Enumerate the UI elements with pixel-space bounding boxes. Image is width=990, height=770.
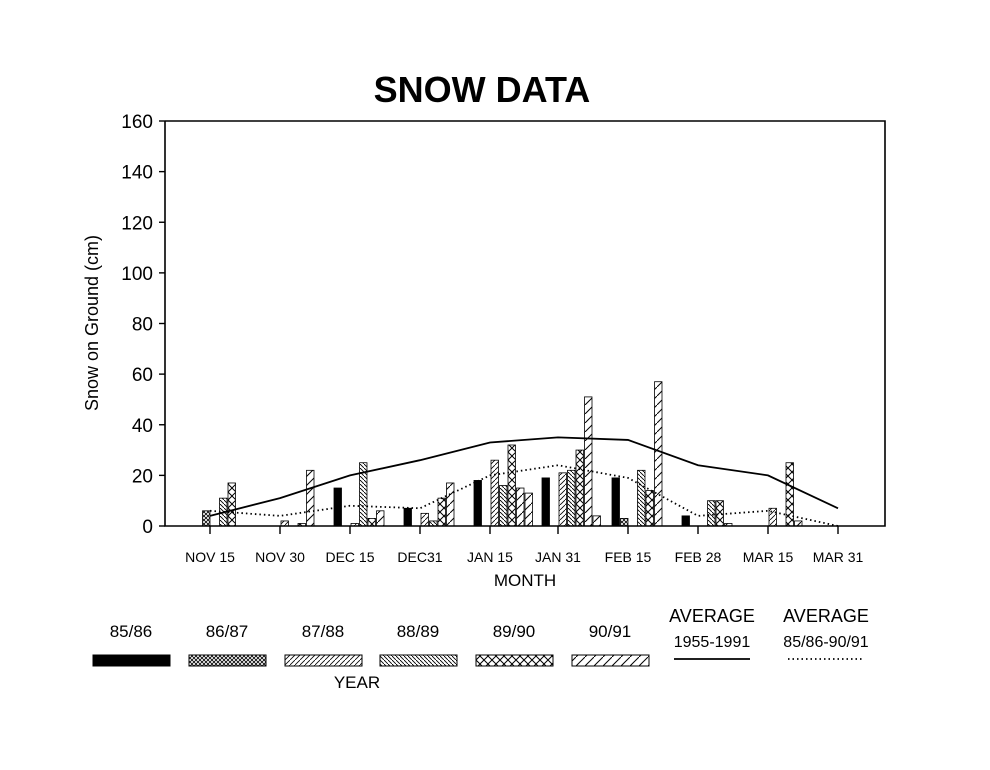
x-tick-label: MAR 15 [743,549,794,565]
y-tick-label: 100 [121,264,153,285]
bar [558,472,567,527]
bar [681,515,690,527]
bar [707,500,716,527]
bar [403,507,412,527]
legend-label: 88/89 [397,622,440,641]
legend-label: 90/91 [589,622,632,641]
bar [499,485,508,527]
lines-group [209,436,839,527]
bar [768,507,777,527]
legend-group: 85/86 86/87 87/88 88/89 89/90 90/91 AVERAGE 195… [92,606,869,667]
bar [592,515,601,527]
bar [202,510,211,527]
x-tick-label: NOV 30 [255,549,305,565]
x-axis-label: MONTH [494,571,556,590]
legend-line-label: 85/86-90/91 [783,634,869,651]
bar [516,487,525,527]
bar [645,490,654,527]
bar [446,482,455,527]
y-tick-label: 120 [121,213,153,234]
bar [654,381,663,527]
x-tick-label: DEC31 [397,549,442,565]
legend-swatch [571,654,650,667]
bar [524,492,533,527]
y-axis-label: Snow on Ground (cm) [82,235,102,411]
average-longterm-line [209,436,839,517]
y-tick-label: 0 [142,517,153,538]
bar [420,512,429,527]
legend-label: 89/90 [493,622,536,641]
y-tick-label: 40 [132,416,153,437]
legend-swatch [284,654,363,667]
legend-swatch [475,654,554,667]
bar [620,518,629,527]
plot-frame [164,120,886,527]
legend-label: 86/87 [206,622,249,641]
axes-group: 0 20 40 60 80 100 120 140 160 NOV 15 NOV 30 DEC 15 D… [121,112,886,565]
legend-swatch [188,654,267,667]
legend-title: YEAR [334,673,380,692]
y-tick-label: 80 [132,315,153,336]
bar [306,469,315,527]
legend-line-label: AVERAGE [783,606,869,626]
bar [376,510,385,527]
bar [611,477,620,527]
y-tick-label: 160 [121,112,153,133]
y-tick-label: 20 [132,466,153,487]
bar [227,482,236,527]
bar [367,518,376,527]
x-tick-label: JAN 15 [467,549,513,565]
bar [575,449,584,527]
bar [473,480,482,527]
legend-line-label: AVERAGE [669,606,755,626]
x-tick-label: FEB 15 [605,549,652,565]
y-tick-label: 140 [121,163,153,184]
bar [567,469,576,527]
x-tick-label: NOV 15 [185,549,235,565]
bar [637,469,646,527]
x-tick-label: FEB 28 [675,549,722,565]
x-tick-label: MAR 31 [813,549,864,565]
bar [584,396,593,527]
legend-label: 85/86 [110,622,153,641]
legend-swatch [92,654,171,667]
bar [437,497,446,527]
legend-swatch [379,654,458,667]
bars-group [202,381,803,527]
chart-title: SNOW DATA [374,69,591,110]
x-tick-label: DEC 15 [325,549,374,565]
bar [490,459,499,527]
x-tick-label: JAN 31 [535,549,581,565]
legend-line-label: 1955-1991 [674,634,751,651]
bar [507,444,516,527]
legend-label: 87/88 [302,622,345,641]
y-tick-label: 60 [132,365,153,386]
bar [541,477,550,527]
